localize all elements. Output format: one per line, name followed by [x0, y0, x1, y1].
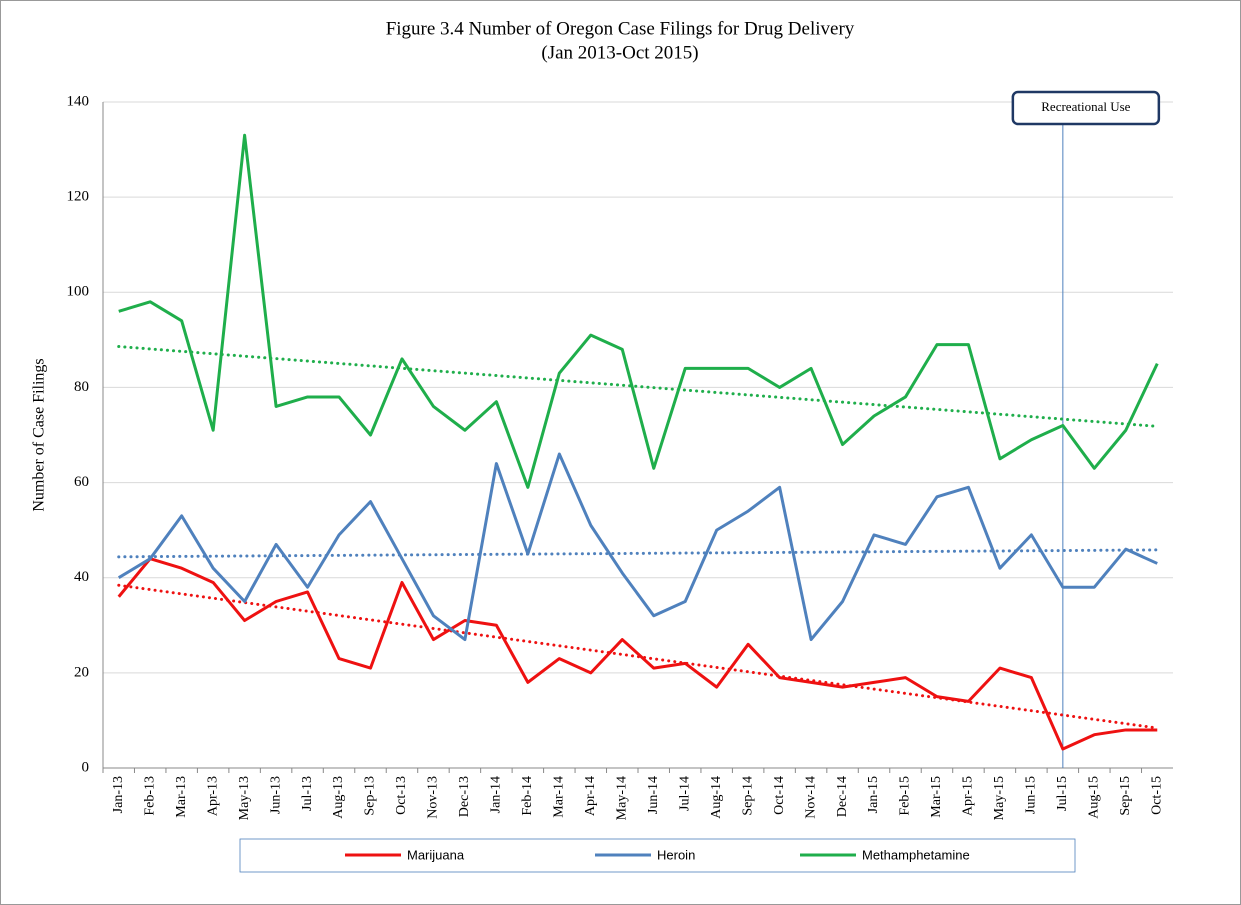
x-tick-label: Dec-13: [457, 776, 472, 817]
x-tick-label: Feb-13: [142, 776, 157, 816]
x-tick-label: Jan-15: [866, 776, 881, 813]
x-tick-label: Sep-13: [363, 776, 378, 816]
x-tick-label: Sep-14: [740, 776, 755, 816]
legend-label: Methamphetamine: [862, 847, 970, 862]
y-axis-label: Number of Case Filings: [31, 358, 48, 511]
trend-line: [117, 583, 1159, 730]
x-tick-label: Mar-14: [552, 776, 567, 818]
x-tick-label: Apr-15: [961, 776, 976, 816]
x-tick-label: Feb-14: [520, 776, 535, 816]
y-tick-label: 20: [74, 664, 89, 680]
x-tick-label: Oct-14: [772, 776, 787, 815]
y-tick-label: 60: [74, 474, 89, 490]
x-tick-label: Aug-14: [709, 776, 724, 819]
annotation-text: Recreational Use: [1041, 99, 1130, 114]
x-tick-label: May-14: [614, 776, 629, 820]
x-tick-label: Nov-14: [803, 776, 818, 819]
x-tick-label: Jul-14: [677, 776, 692, 811]
x-tick-label: Jun-13: [268, 776, 283, 814]
x-tick-label: Jul-13: [300, 776, 315, 811]
x-tick-label: Jan-13: [111, 776, 126, 813]
x-tick-label: Dec-14: [835, 776, 850, 817]
y-tick-label: 140: [67, 93, 90, 109]
y-tick-label: 80: [74, 379, 89, 395]
chart-subtitle: (Jan 2013-Oct 2015): [541, 42, 698, 63]
series-line: [117, 557, 1158, 751]
x-tick-label: Apr-14: [583, 776, 598, 816]
x-tick-label: Feb-15: [898, 776, 913, 816]
y-tick-label: 120: [67, 189, 90, 205]
series-line: [117, 452, 1158, 642]
x-tick-label: Mar-13: [174, 776, 189, 818]
annotation-box: [1011, 90, 1161, 126]
x-tick-label: Jun-15: [1024, 776, 1039, 814]
series-line: [118, 133, 1159, 489]
x-tick-label: Jun-14: [646, 776, 661, 814]
x-tick-label: Aug-15: [1087, 776, 1102, 819]
y-tick-label: 100: [67, 284, 90, 300]
trend-line: [117, 548, 1159, 559]
x-tick-label: Nov-13: [426, 776, 441, 819]
x-tick-label: May-15: [992, 776, 1007, 820]
y-tick-label: 0: [82, 759, 90, 775]
legend-label: Heroin: [657, 847, 695, 862]
x-tick-label: Jan-14: [489, 776, 504, 813]
x-tick-label: Mar-15: [929, 776, 944, 818]
x-tick-label: Oct-13: [394, 776, 409, 815]
x-tick-label: May-13: [237, 776, 252, 820]
x-tick-label: Aug-13: [331, 776, 346, 819]
x-tick-label: Oct-15: [1149, 776, 1164, 815]
y-tick-label: 40: [74, 569, 89, 585]
chart-title: Figure 3.4 Number of Oregon Case Filings…: [386, 18, 855, 39]
legend-label: Marijuana: [407, 847, 465, 862]
x-tick-label: Jul-15: [1055, 776, 1070, 811]
x-tick-label: Sep-15: [1118, 776, 1133, 816]
x-tick-label: Apr-13: [205, 776, 220, 816]
